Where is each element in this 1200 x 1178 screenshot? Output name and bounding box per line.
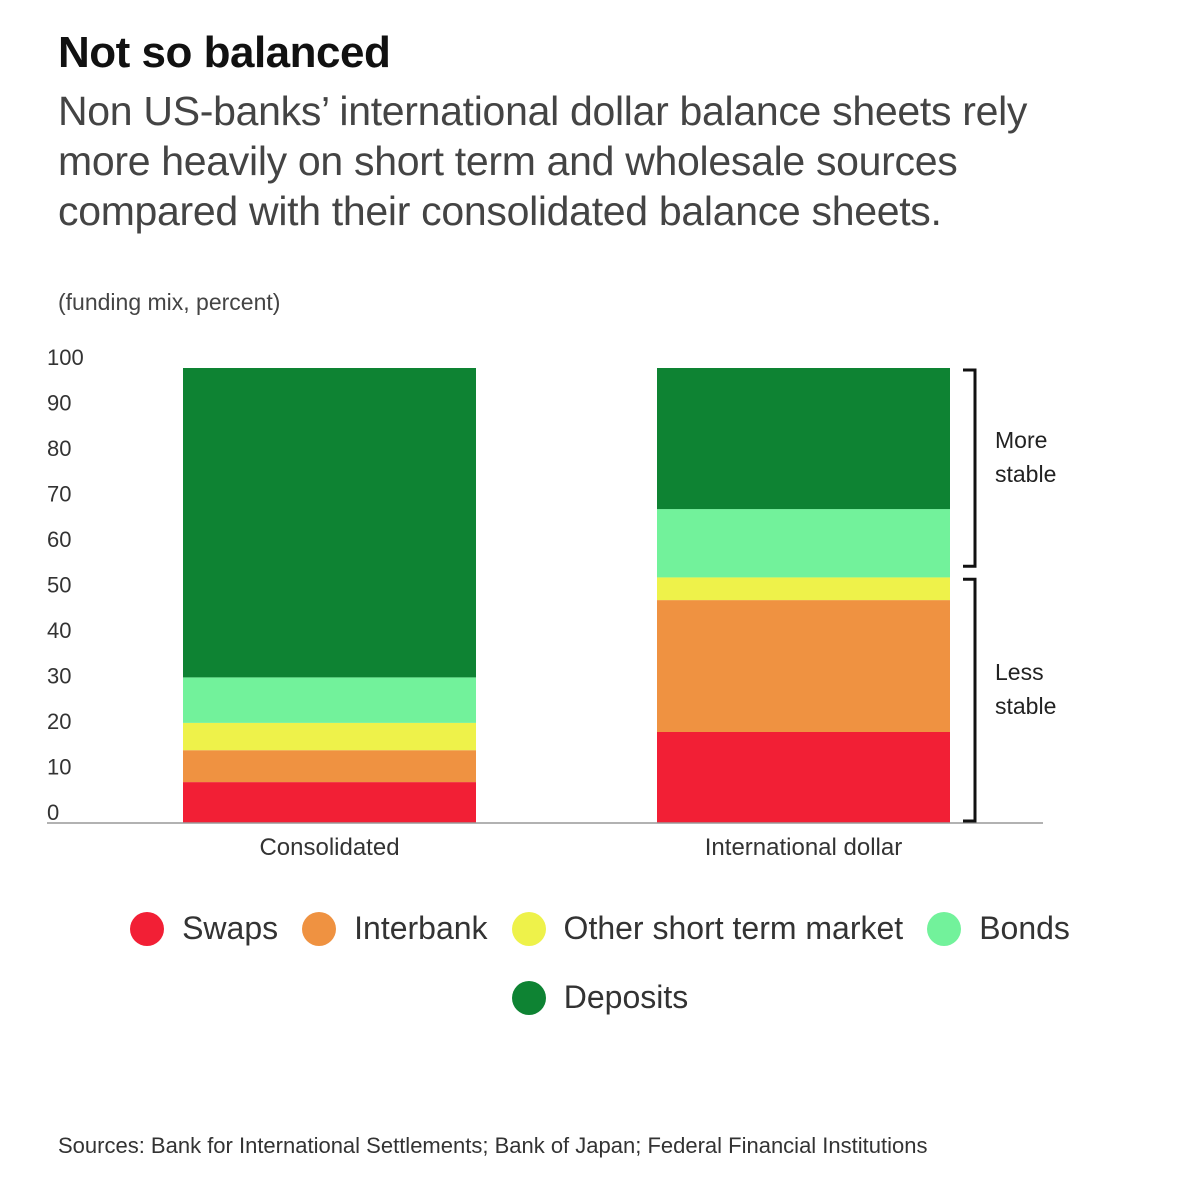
legend-label: Interbank <box>354 910 488 946</box>
source-note: Sources: Bank for International Settleme… <box>58 1133 928 1158</box>
y-tick-label: 20 <box>47 709 71 734</box>
unit-note: (funding mix, percent) <box>58 289 281 315</box>
legend-label: Deposits <box>563 979 689 1015</box>
bar-interbank-consolidated <box>183 750 476 783</box>
y-tick-label: 100 <box>47 345 84 370</box>
bar-bonds-consolidated <box>183 677 476 723</box>
y-tick-label: 50 <box>47 572 71 597</box>
annotation-label: Less stable <box>995 659 1056 719</box>
legend-label: Bonds <box>979 910 1070 946</box>
legend-label: Other short term market <box>563 910 904 946</box>
legend-item: Other short term market <box>511 910 904 947</box>
bar-deposits-consolidated <box>183 368 476 678</box>
x-tick-label: International dollar <box>705 834 902 861</box>
chart-subtitle: Non US-banks’ international dollar balan… <box>58 88 1028 234</box>
y-axis: 0 10 20 30 40 50 60 70 80 90 100 <box>47 345 84 825</box>
bar-other-short-term-market-consolidated <box>183 722 476 751</box>
bar-swaps-consolidated <box>183 782 476 823</box>
y-tick-label: 10 <box>47 754 71 779</box>
legend-label: Swaps <box>182 910 279 946</box>
y-tick-label: 80 <box>47 436 71 461</box>
chart-title: Not so balanced <box>58 28 391 77</box>
legend-swatch <box>927 911 962 946</box>
legend-swatch <box>130 911 165 946</box>
bar-bonds-international-dollar <box>657 509 950 578</box>
legend-item: Bonds <box>927 910 1070 947</box>
annotation-label: More stable <box>995 427 1056 487</box>
bars-layer <box>183 368 950 823</box>
legend-swatch <box>511 980 546 1015</box>
x-axis-labels: Consolidated International dollar <box>259 834 902 861</box>
y-tick-label: 0 <box>47 800 59 825</box>
bar-deposits-international-dollar <box>657 368 950 510</box>
bar-swaps-international-dollar <box>657 732 950 823</box>
bracket <box>963 577 977 823</box>
bar-other-short-term-market-international-dollar <box>657 577 950 601</box>
legend-swatch <box>511 911 546 946</box>
bar-interbank-international-dollar <box>657 600 950 732</box>
stacked-bar-chart: 0 10 20 30 40 50 60 70 80 90 100 Consolidated Inter… <box>47 345 1056 861</box>
y-tick-label: 70 <box>47 481 71 506</box>
stability-annotations: More stable Less stable <box>963 368 1056 823</box>
legend-item: Deposits <box>511 979 689 1016</box>
bracket <box>963 368 977 568</box>
legend-item: Interbank <box>302 910 488 947</box>
y-tick-label: 60 <box>47 527 71 552</box>
y-tick-label: 90 <box>47 390 71 415</box>
legend: Swaps Interbank Other short term market Bon… <box>60 910 1140 1016</box>
y-tick-label: 40 <box>47 618 71 643</box>
x-tick-label: Consolidated <box>259 834 399 861</box>
legend-swatch <box>302 911 337 946</box>
y-tick-label: 30 <box>47 663 71 688</box>
legend-item: Swaps <box>130 910 278 947</box>
